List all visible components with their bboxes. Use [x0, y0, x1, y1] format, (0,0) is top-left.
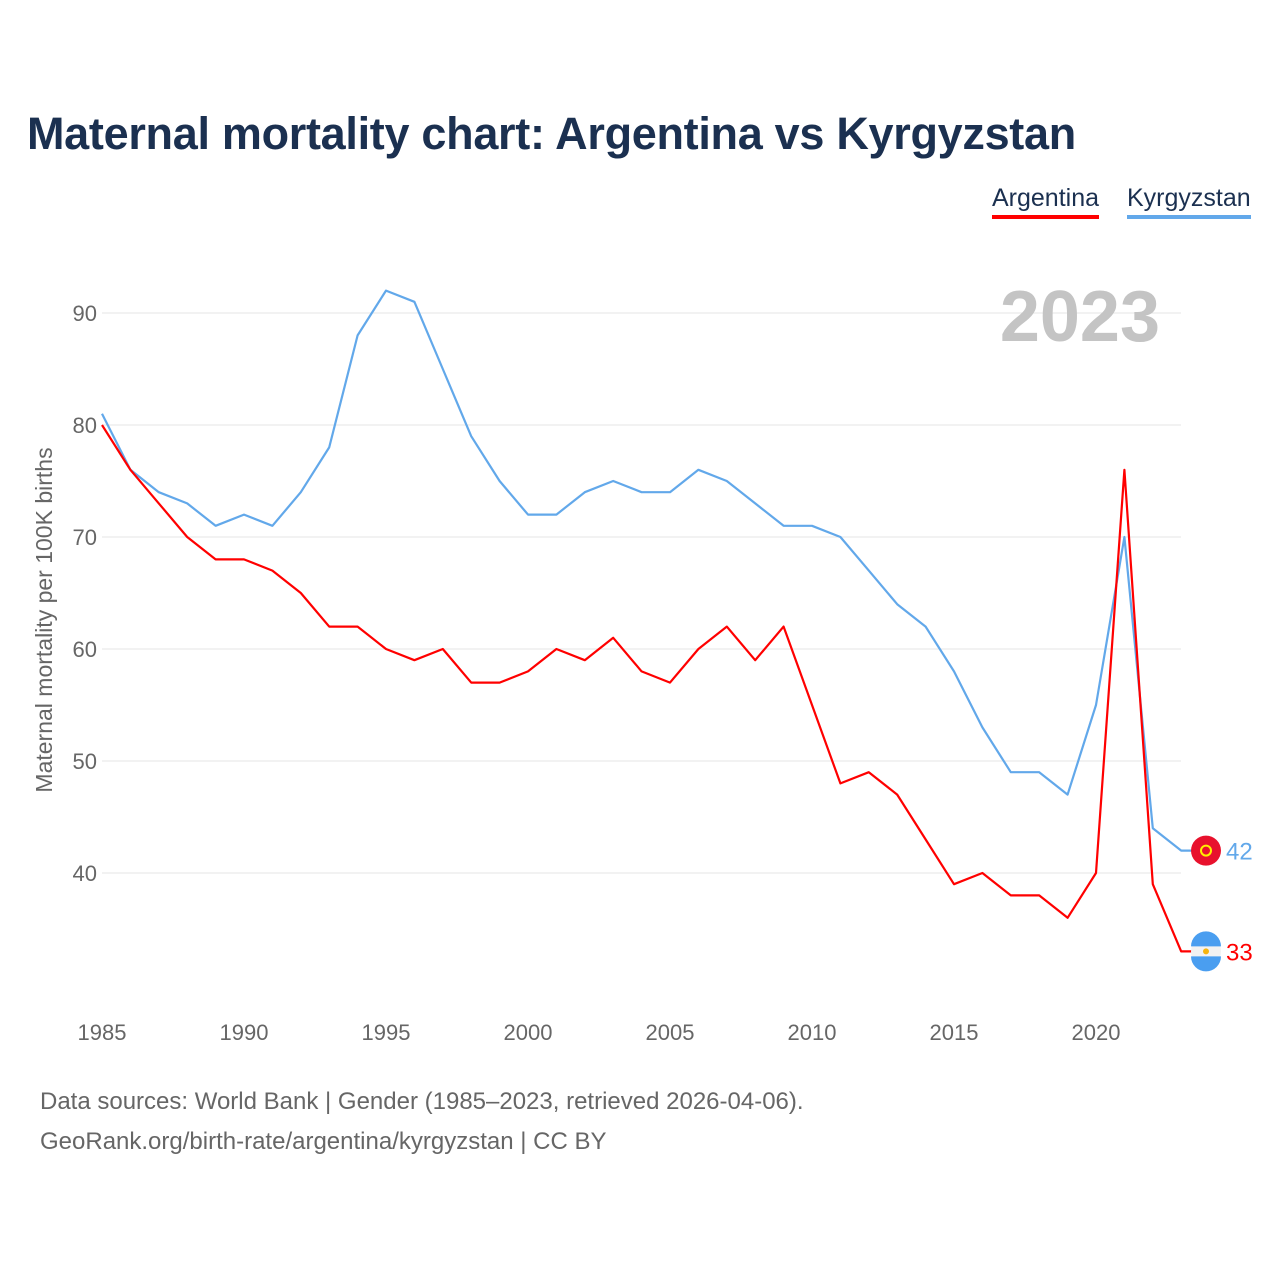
y-tick-label: 40 [73, 861, 97, 886]
x-tick-label: 2015 [930, 1020, 979, 1045]
flag-sun [1203, 948, 1209, 955]
series-line-argentina [101, 424, 1206, 953]
y-tick-label: 70 [73, 525, 97, 550]
x-tick-label: 1990 [220, 1020, 269, 1045]
x-tick-label: 2005 [646, 1020, 695, 1045]
series-line-kyrgyzstan [101, 289, 1206, 852]
y-tick-label: 50 [73, 749, 97, 774]
legend-kyrgyzstan[interactable]: Kyrgyzstan [1127, 184, 1251, 219]
legend-argentina[interactable]: Argentina [992, 184, 1100, 219]
footer-sources: Data sources: World Bank | Gender (1985–… [40, 1088, 804, 1115]
year-watermark: 2023 [1000, 277, 1160, 357]
flag-stripe-bottom [1191, 956, 1221, 972]
x-tick-label: 2020 [1072, 1020, 1121, 1045]
end-value-label-kyrgyzstan: 42 [1226, 839, 1253, 866]
kyrgyzstan-flag-icon [1191, 835, 1221, 866]
flag-sun [1200, 844, 1212, 857]
chart-title: Maternal mortality chart: Argentina vs K… [27, 108, 1076, 159]
end-value-label-argentina: 33 [1226, 939, 1253, 966]
y-tick-label: 90 [73, 301, 97, 326]
x-tick-label: 2010 [788, 1020, 837, 1045]
y-axis-label: Maternal mortality per 100K births [31, 447, 57, 792]
x-tick-label: 2000 [504, 1020, 553, 1045]
x-tick-label: 1995 [362, 1020, 411, 1045]
flag-stripe-top [1191, 931, 1221, 947]
x-tick-label: 1985 [78, 1020, 127, 1045]
y-tick-label: 80 [73, 413, 97, 438]
y-tick-label: 60 [73, 637, 97, 662]
footer-url[interactable]: GeoRank.org/birth-rate/argentina/kyrgyzs… [40, 1128, 607, 1155]
